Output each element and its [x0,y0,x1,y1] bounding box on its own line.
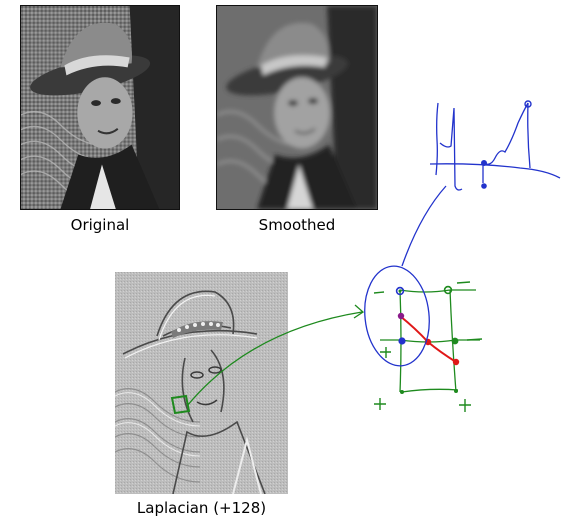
original-image [20,5,180,210]
red-path [399,315,457,363]
plus-sign [374,398,386,410]
plus-sign [459,399,471,412]
highlight-ellipse [364,265,430,367]
original-caption: Original [70,216,130,234]
minus-sign [456,281,471,284]
smoothed-caption: Smoothed [258,216,336,234]
minus-sign [373,291,385,294]
minus-sign [466,338,483,341]
laplacian-caption: Laplacian (+128) [136,499,267,517]
smoothed-image [216,5,378,210]
plot-arrow [401,185,447,267]
laplacian-image [115,272,288,494]
pixel-grid [380,289,480,393]
plus-sign [380,347,391,358]
profile-plot [429,102,561,191]
